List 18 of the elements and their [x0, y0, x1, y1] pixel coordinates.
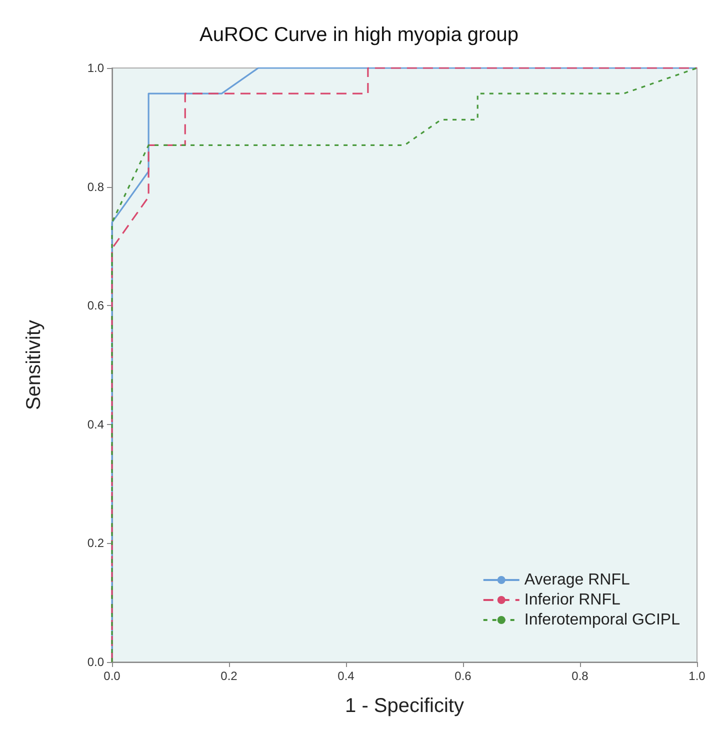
y-axis-title: Sensitivity: [23, 320, 45, 410]
y-tick-label: 0.2: [87, 536, 104, 550]
y-tick-label: 0.0: [87, 655, 104, 669]
x-tick-label: 0.8: [572, 669, 589, 683]
y-tick-label: 0.6: [87, 298, 104, 313]
legend-label: Average RNFL: [524, 572, 630, 588]
y-tick-label: 0.8: [87, 180, 104, 194]
y-tick-label: 0.4: [87, 417, 104, 432]
legend-label: Inferotemporal GCIPL: [524, 612, 680, 628]
chart-title: AuROC Curve in high myopia group: [199, 24, 519, 46]
x-tick-label: 0.0: [104, 669, 121, 683]
x-tick-label: 0.4: [338, 669, 355, 683]
x-tick-label: 0.2: [220, 669, 238, 683]
x-tick-label: 1.0: [688, 669, 706, 683]
legend-label: Inferior RNFL: [524, 592, 620, 608]
y-tick-label: 1.0: [87, 61, 104, 75]
x-tick-label: 0.6: [454, 669, 472, 683]
x-axis-title: 1 - Specificity: [345, 695, 464, 717]
